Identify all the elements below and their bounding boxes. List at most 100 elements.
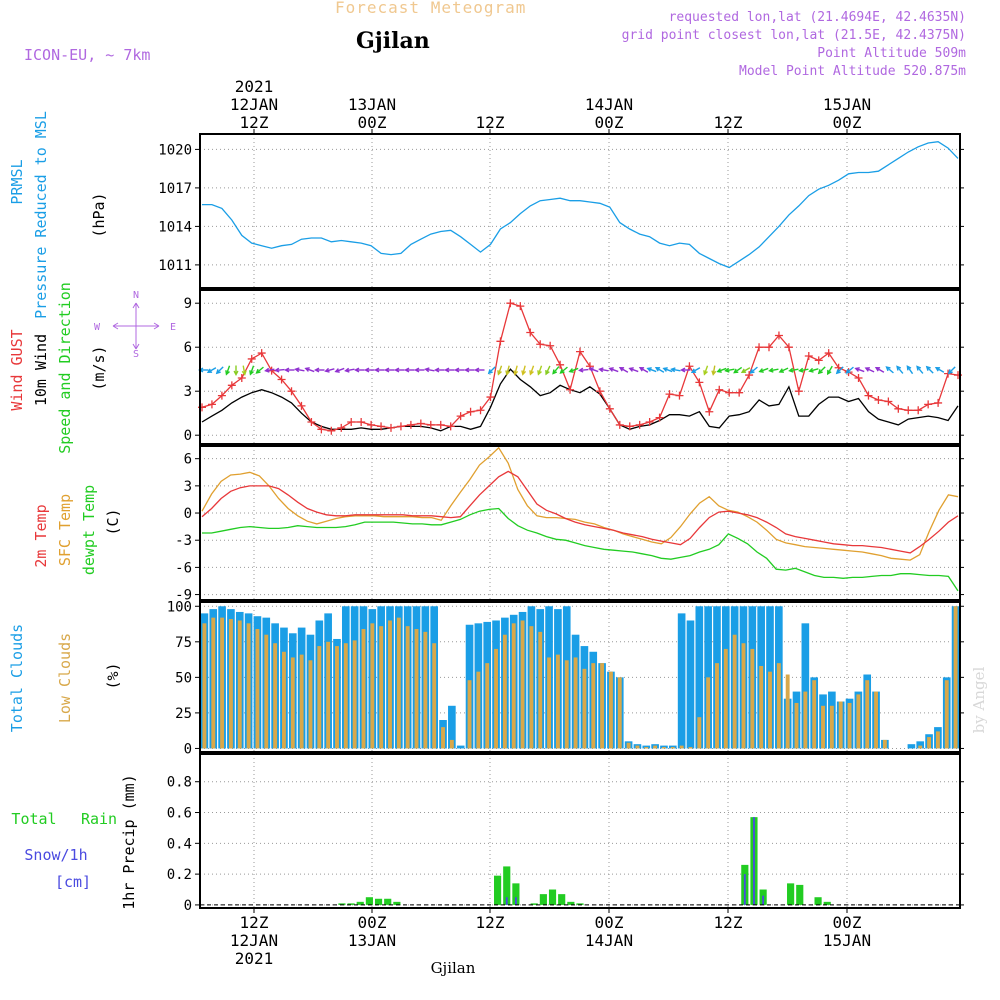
wind-direction-arrow <box>241 365 247 376</box>
wind-direction-arrow <box>394 367 405 373</box>
low-cloud-bar <box>282 651 286 749</box>
gust-marker <box>804 352 813 360</box>
top-axis-date: 13JAN <box>348 95 396 114</box>
gust-marker <box>337 423 346 432</box>
low-cloud-bar <box>874 691 878 749</box>
wind-direction-arrow <box>808 367 819 373</box>
wind-direction-arrow <box>618 367 629 373</box>
y-tick-label: 0 <box>184 506 192 522</box>
low-cloud-bar <box>723 648 728 749</box>
low-cloud-bar <box>467 680 472 749</box>
wind-direction-arrow <box>788 367 799 373</box>
y-tick-label: 0 <box>184 428 192 444</box>
low-cloud-bar <box>299 654 304 749</box>
gust-marker <box>287 387 296 396</box>
gust-marker <box>347 418 356 426</box>
point-altitude: Point Altitude 509m <box>817 46 966 61</box>
gust-marker <box>446 422 455 431</box>
rain-bar <box>787 883 795 905</box>
wind-direction-arrow <box>324 367 335 373</box>
snow-bar <box>514 897 517 905</box>
y-tick-label: 100 <box>167 599 192 615</box>
gust-marker <box>755 343 764 352</box>
wind-direction-arrow <box>559 366 568 374</box>
wind-direction-arrow <box>529 365 535 376</box>
gust-marker <box>635 420 644 429</box>
bottom-axis-hour: 12Z <box>240 913 269 932</box>
low-cloud-bar <box>405 626 410 749</box>
y-tick-label: -3 <box>175 533 192 549</box>
wind-direction-arrow <box>414 367 425 373</box>
low-cloud-bar <box>308 660 313 749</box>
gust-marker <box>536 340 545 349</box>
compass-east: E <box>170 322 176 333</box>
low-cloud-bar <box>396 617 401 749</box>
gust-marker <box>874 396 883 404</box>
low-cloud-bar <box>538 631 543 749</box>
wind-direction-arrow <box>768 367 779 373</box>
wind-direction-arrow <box>233 365 239 376</box>
location-title: Gjilan <box>356 28 430 54</box>
gust-marker <box>207 400 216 409</box>
gust-marker <box>665 390 674 399</box>
label-ms: (m/s) <box>90 345 108 390</box>
gust-marker <box>814 356 823 365</box>
rain-bar <box>796 884 804 905</box>
label-speed-direction: Speed and Direction <box>56 282 74 454</box>
gust-marker <box>367 420 376 429</box>
y-tick-label: 25 <box>175 706 192 722</box>
wind-direction-arrow <box>334 367 345 373</box>
low-cloud-bar <box>423 631 428 749</box>
low-cloud-bar <box>635 745 640 749</box>
y-tick-label: 0.4 <box>167 836 192 852</box>
meteogram-title: Forecast Meteogram <box>335 0 527 17</box>
gust-marker <box>695 378 704 387</box>
rain-bar <box>347 903 355 905</box>
wind-direction-arrow <box>537 365 543 376</box>
label-prmsl: PRMSL <box>8 159 26 204</box>
total-cloud-bar <box>801 623 810 749</box>
low-cloud-bar <box>670 747 675 749</box>
total-cloud-bar <box>686 620 695 749</box>
wind-direction-arrow <box>545 365 551 376</box>
bottom-axis-year: 2021 <box>235 949 274 968</box>
gust-line <box>201 302 959 432</box>
wind-direction-arrow <box>845 366 854 374</box>
rain-bar <box>365 897 373 905</box>
gust-marker <box>357 418 366 426</box>
label-cm: [cm] <box>55 873 91 891</box>
wind-direction-arrow <box>835 366 844 375</box>
y-tick-label: 1017 <box>158 181 192 197</box>
low-cloud-bar <box>352 640 357 749</box>
label-wind-gust: Wind GUST <box>8 329 26 410</box>
snow-bar <box>753 817 755 905</box>
low-cloud-bar <box>485 663 490 749</box>
wind-direction-arrow <box>464 367 475 373</box>
top-axis-hour: 00Z <box>833 113 862 132</box>
low-cloud-bar <box>502 634 507 749</box>
top-axis-year: 2021 <box>235 77 274 96</box>
low-cloud-bar <box>918 745 923 749</box>
gust-marker <box>765 343 773 352</box>
low-cloud-bar <box>317 646 322 749</box>
top-axis-hour: 12Z <box>476 113 505 132</box>
low-cloud-bar <box>794 702 799 749</box>
low-cloud-bar <box>608 671 613 749</box>
wind-direction-arrow <box>588 367 599 373</box>
label-dewpt-temp: dewpt Temp <box>80 485 98 575</box>
compass-south: S <box>133 349 139 360</box>
rain-bar <box>374 898 383 905</box>
bottom-axis-hour: 00Z <box>358 913 387 932</box>
rain-bar <box>558 894 566 905</box>
top-axis-date: 15JAN <box>823 95 871 114</box>
wind-direction-arrow <box>424 367 435 373</box>
y-tick-label: 1020 <box>158 142 192 158</box>
y-tick-label: 9 <box>184 296 192 312</box>
wind-direction-arrow <box>670 367 681 373</box>
wind-direction-arrow <box>817 366 826 375</box>
bottom-axis-hour: 12Z <box>476 913 505 932</box>
y-tick-label: 3 <box>184 384 192 400</box>
gust-marker <box>237 374 246 382</box>
label-celsius: (C) <box>104 508 122 535</box>
